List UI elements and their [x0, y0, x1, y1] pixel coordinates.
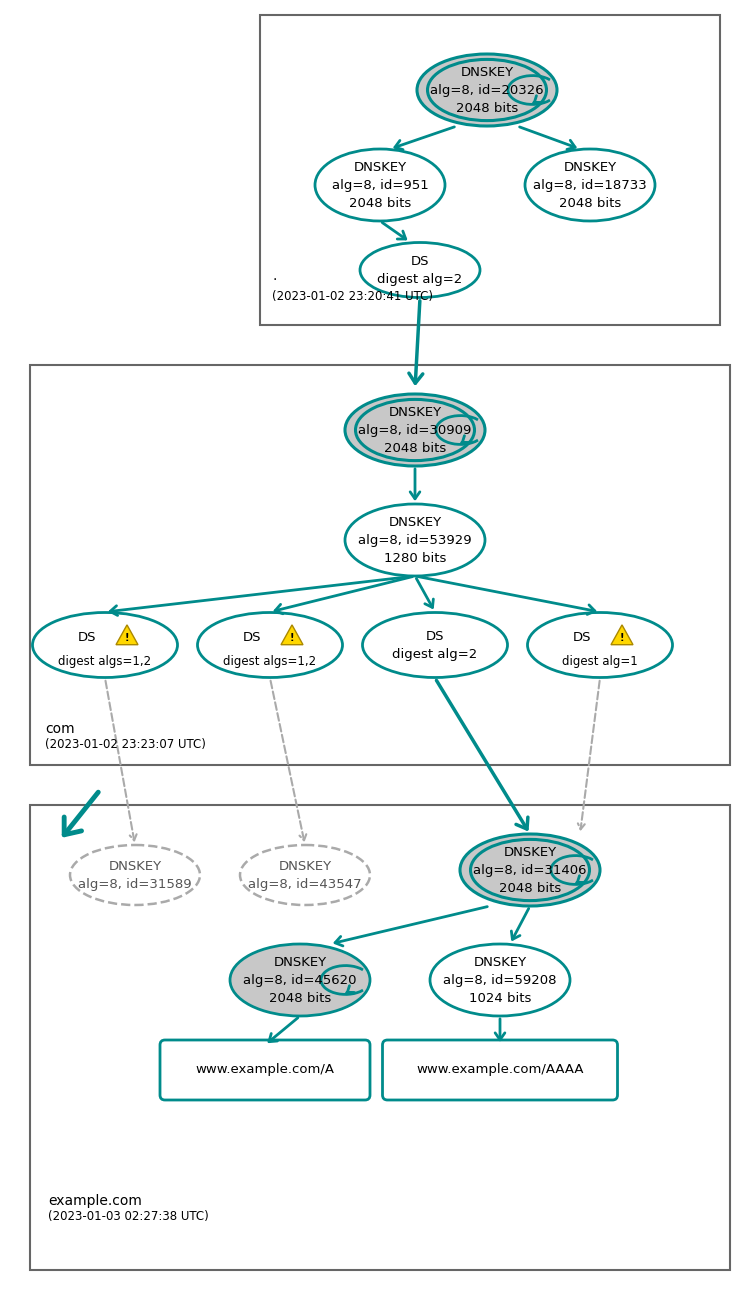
Ellipse shape: [315, 149, 445, 221]
Text: DS: DS: [573, 630, 591, 643]
Text: DS
digest alg=2: DS digest alg=2: [378, 255, 463, 286]
Text: !: !: [125, 633, 129, 643]
Text: DNSKEY
alg=8, id=20326
2048 bits: DNSKEY alg=8, id=20326 2048 bits: [430, 65, 544, 114]
Text: digest algs=1,2: digest algs=1,2: [223, 655, 316, 668]
Ellipse shape: [430, 944, 570, 1016]
Ellipse shape: [356, 399, 474, 461]
Text: DNSKEY
alg=8, id=43547: DNSKEY alg=8, id=43547: [248, 860, 362, 891]
Ellipse shape: [345, 394, 485, 466]
Text: com: com: [45, 722, 75, 737]
Text: DNSKEY
alg=8, id=30909
2048 bits: DNSKEY alg=8, id=30909 2048 bits: [359, 405, 472, 455]
Ellipse shape: [240, 846, 370, 905]
Text: (2023-01-03 02:27:38 UTC): (2023-01-03 02:27:38 UTC): [48, 1209, 208, 1222]
Text: DNSKEY
alg=8, id=18733
2048 bits: DNSKEY alg=8, id=18733 2048 bits: [533, 161, 647, 209]
Text: DS
digest alg=2: DS digest alg=2: [393, 630, 478, 660]
Text: DNSKEY
alg=8, id=53929
1280 bits: DNSKEY alg=8, id=53929 1280 bits: [358, 516, 472, 565]
Text: (2023-01-02 23:23:07 UTC): (2023-01-02 23:23:07 UTC): [45, 738, 206, 751]
Ellipse shape: [528, 613, 673, 678]
Text: !: !: [620, 633, 624, 643]
Text: DNSKEY
alg=8, id=31589: DNSKEY alg=8, id=31589: [79, 860, 192, 891]
Text: DNSKEY
alg=8, id=31406
2048 bits: DNSKEY alg=8, id=31406 2048 bits: [473, 846, 587, 895]
Text: DNSKEY
alg=8, id=951
2048 bits: DNSKEY alg=8, id=951 2048 bits: [331, 161, 428, 209]
Text: digest algs=1,2: digest algs=1,2: [58, 655, 152, 668]
FancyBboxPatch shape: [160, 1040, 370, 1100]
Bar: [260, 16, 720, 325]
Text: example.com: example.com: [48, 1194, 142, 1208]
Ellipse shape: [525, 149, 655, 221]
Polygon shape: [116, 625, 138, 644]
Ellipse shape: [32, 613, 177, 678]
Bar: [30, 365, 730, 765]
Ellipse shape: [230, 944, 370, 1016]
Text: .: .: [272, 269, 276, 283]
Text: DS: DS: [78, 630, 96, 643]
Ellipse shape: [460, 834, 600, 905]
Ellipse shape: [345, 504, 485, 575]
Ellipse shape: [70, 846, 200, 905]
Ellipse shape: [470, 839, 590, 900]
Ellipse shape: [198, 613, 343, 678]
FancyBboxPatch shape: [383, 1040, 618, 1100]
Ellipse shape: [417, 55, 557, 126]
Text: DNSKEY
alg=8, id=59208
1024 bits: DNSKEY alg=8, id=59208 1024 bits: [443, 956, 556, 1004]
Text: digest alg=1: digest alg=1: [562, 655, 638, 668]
Ellipse shape: [427, 60, 547, 121]
Ellipse shape: [360, 243, 480, 297]
Text: www.example.com/A: www.example.com/A: [196, 1064, 334, 1077]
Text: !: !: [290, 633, 294, 643]
Polygon shape: [281, 625, 303, 644]
Text: DS: DS: [243, 630, 261, 643]
Text: DNSKEY
alg=8, id=45620
2048 bits: DNSKEY alg=8, id=45620 2048 bits: [243, 956, 357, 1004]
Text: www.example.com/AAAA: www.example.com/AAAA: [416, 1064, 584, 1077]
Text: (2023-01-02 23:20:41 UTC): (2023-01-02 23:20:41 UTC): [272, 290, 433, 303]
Bar: [30, 805, 730, 1270]
Polygon shape: [611, 625, 633, 644]
Ellipse shape: [362, 613, 507, 678]
